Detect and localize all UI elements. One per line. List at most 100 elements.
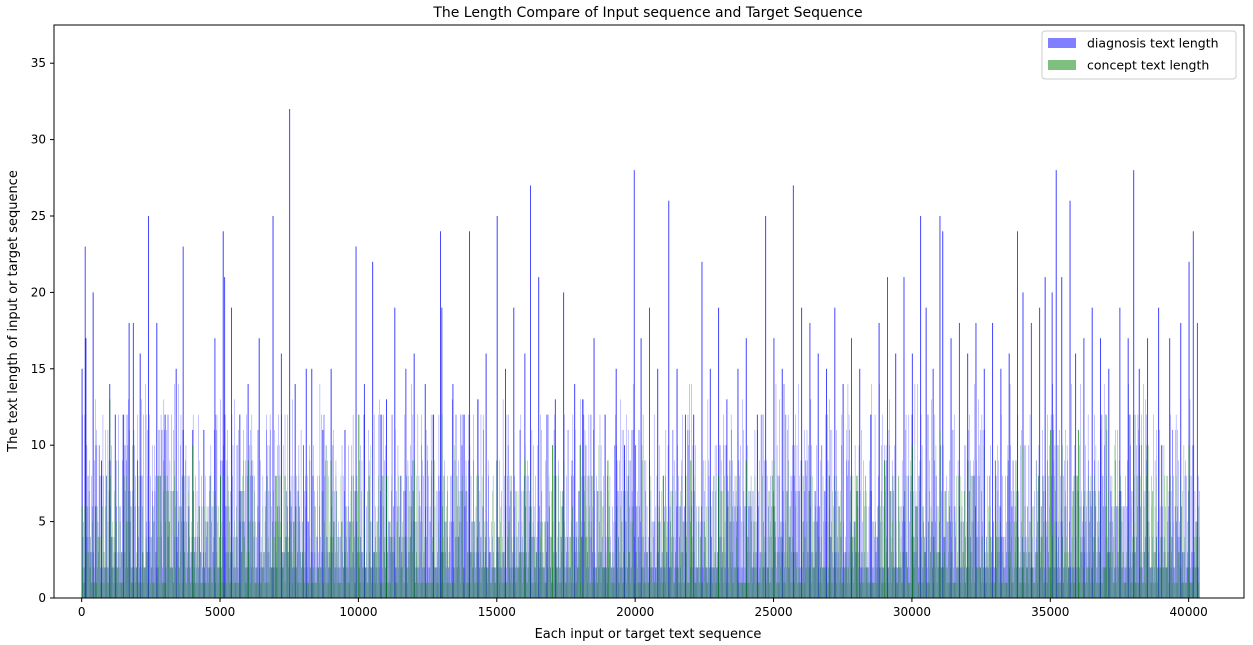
bar-peak-diagnosis (925, 307, 927, 598)
bar-peak-diagnosis (817, 353, 819, 598)
bar-peak-diagnosis (709, 368, 711, 598)
bar-peak-diagnosis (239, 414, 241, 598)
bar-peak-diagnosis (101, 460, 102, 598)
bar-peak-diagnosis (765, 216, 767, 598)
bar-peak-concept (552, 445, 554, 598)
bar-peak-diagnosis (1158, 307, 1160, 598)
bar-peak-concept (1196, 521, 1198, 598)
bar-peak-concept (1077, 429, 1079, 598)
bar-peak-diagnosis (737, 368, 739, 598)
bar-peak-concept (718, 475, 720, 598)
bar-peak-diagnosis (1075, 353, 1077, 598)
bar-peak-concept (386, 475, 387, 598)
y-tick-label: 35 (31, 56, 46, 70)
bar-peak-diagnosis (505, 368, 506, 598)
bar-peak-concept (469, 414, 471, 598)
bar-peak-diagnosis (214, 338, 216, 598)
x-tick-label: 0 (78, 605, 86, 619)
bar-peak-concept (773, 460, 775, 598)
bar-peak-diagnosis (676, 368, 678, 598)
bar-peak-concept (884, 460, 886, 598)
bar-peak-diagnosis (305, 368, 307, 598)
x-tick-label: 10000 (339, 605, 377, 619)
bar-peak-diagnosis (175, 368, 177, 598)
bar-peak-concept (192, 445, 194, 598)
bar-peak-diagnosis (1091, 307, 1093, 598)
bar-peak-diagnosis (920, 216, 922, 598)
bar-peak-concept (690, 460, 692, 598)
bar-peak-diagnosis (452, 384, 454, 598)
bar-peak-diagnosis (139, 353, 141, 598)
bar-peak-diagnosis (546, 414, 548, 598)
bar-peak-concept (1022, 445, 1024, 598)
plot-area-frame (53, 24, 1245, 599)
bar-peak-concept (939, 429, 941, 598)
y-axis-ticks: 0 5 10 15 20 25 30 35 (31, 56, 54, 605)
bar-peak-concept (330, 460, 332, 598)
bar-peak-diagnosis (1147, 338, 1149, 598)
bar-peak-diagnosis (950, 338, 952, 598)
bar-peak-concept (220, 475, 221, 598)
bar-peak-diagnosis (781, 368, 783, 598)
bar-peak-concept (856, 475, 858, 598)
bar-peak-concept (358, 414, 360, 598)
x-tick-label: 35000 (1031, 605, 1069, 619)
bar-peak-diagnosis (801, 307, 803, 598)
bar-peak-concept (524, 460, 526, 598)
bar-peak-concept (303, 445, 304, 598)
bar-peak-concept (1188, 445, 1190, 598)
x-axis-ticks: 0 5000 10000 15000 20000 25000 30000 35000 40000 (78, 598, 1208, 619)
bar-peak-diagnosis (1188, 261, 1190, 598)
bar-peak-diagnosis (809, 322, 811, 598)
bar-peak-diagnosis (563, 292, 565, 598)
bar-peak-diagnosis (582, 399, 584, 598)
bar-peak-diagnosis (1119, 307, 1121, 598)
bar-peak-concept (911, 445, 913, 598)
x-tick-label: 30000 (893, 605, 931, 619)
series-concept-bars (81, 399, 1200, 598)
bar-peak-diagnosis (1051, 292, 1053, 598)
bar-peak-diagnosis (132, 322, 134, 598)
series-diagnosis-bars (81, 109, 1200, 598)
x-tick-label: 5000 (205, 605, 236, 619)
bar-peak-diagnosis (477, 399, 479, 598)
bar-peak-diagnosis (657, 368, 659, 598)
bar-peak-diagnosis (640, 338, 642, 598)
bar-peak-diagnosis (834, 307, 836, 598)
bar-peak-diagnosis (363, 384, 365, 598)
y-tick-label: 25 (31, 209, 46, 223)
bar-peak-diagnosis (633, 170, 635, 598)
bar-peak-diagnosis (1008, 353, 1010, 598)
chart-title: The Length Compare of Input sequence and… (432, 5, 862, 21)
bar-peak-concept (607, 460, 609, 598)
y-tick-label: 20 (31, 285, 46, 299)
bar-peak-diagnosis (604, 414, 606, 598)
bar-peak-diagnosis (372, 261, 374, 598)
bar-peak-diagnosis (887, 277, 888, 598)
bar-peak-diagnosis (294, 384, 296, 598)
bar-peak-diagnosis (842, 384, 844, 598)
bar-peak-diagnosis (463, 414, 465, 598)
bar-peak-diagnosis (975, 322, 977, 598)
bar-peak-diagnosis (668, 200, 670, 598)
bar-peak-concept (579, 445, 581, 598)
bar-peak-diagnosis (1180, 322, 1182, 598)
bar-peak-diagnosis (718, 307, 720, 598)
bar-peak-concept (1133, 414, 1135, 598)
bar-peak-diagnosis (1055, 170, 1057, 598)
bar-peak-concept (413, 460, 415, 598)
bar-peak-diagnosis (222, 231, 224, 598)
bar-peak-diagnosis (81, 368, 83, 598)
bar-peak-concept (247, 460, 249, 598)
bar-peak-diagnosis (231, 307, 233, 598)
bar-peak-concept (496, 460, 498, 598)
x-tick-label: 20000 (616, 605, 654, 619)
bar-peak-diagnosis (1169, 338, 1171, 598)
bar-peak-diagnosis (148, 216, 149, 598)
bar-peak-concept (967, 460, 969, 598)
bar-peak-diagnosis (424, 384, 426, 598)
bar-peak-concept (275, 475, 277, 598)
bar-peak-diagnosis (530, 185, 531, 598)
x-axis-label: Each input or target text sequence (535, 627, 762, 642)
bar-peak-diagnosis (1100, 338, 1101, 598)
